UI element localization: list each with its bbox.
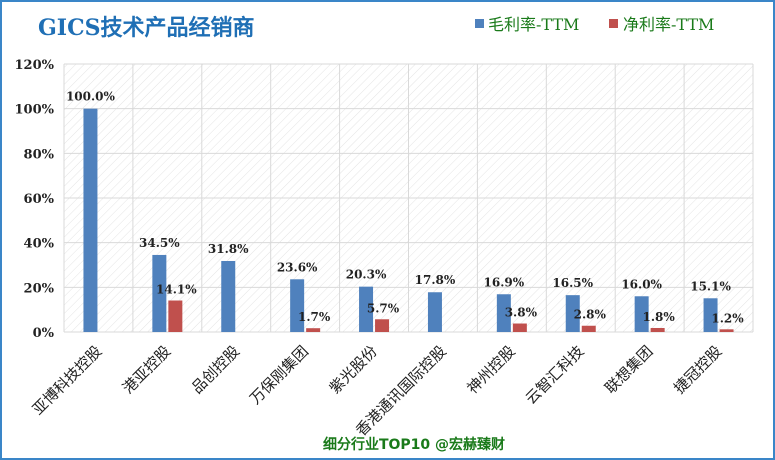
bar-net-margin bbox=[168, 300, 183, 332]
data-label-gross: 16.0% bbox=[621, 277, 662, 291]
data-label-gross: 100.0% bbox=[66, 90, 116, 104]
data-label-gross: 17.8% bbox=[415, 273, 456, 287]
data-label-net: 1.2% bbox=[711, 311, 744, 325]
data-label-net: 1.7% bbox=[298, 310, 331, 324]
y-tick-label: 100% bbox=[15, 103, 55, 118]
chart-title: GICS技术产品经销商 bbox=[38, 15, 254, 41]
y-tick-label: 40% bbox=[24, 237, 55, 252]
bar-net-margin bbox=[375, 319, 390, 332]
bar-gross-margin bbox=[152, 254, 167, 332]
y-axis-ticks: 0% 20% 40% 60% 80% 100% 120% bbox=[15, 58, 55, 341]
legend-swatch-gross bbox=[475, 19, 484, 28]
bar-gross-margin bbox=[83, 108, 98, 333]
y-tick-label: 80% bbox=[24, 147, 55, 162]
x-category-label: 神州控股 bbox=[464, 342, 519, 397]
data-label-gross: 16.9% bbox=[484, 275, 525, 289]
data-label-net: 1.8% bbox=[643, 310, 676, 324]
bar-gross-margin bbox=[359, 286, 374, 332]
bar-gross-margin bbox=[565, 295, 580, 332]
bars bbox=[83, 108, 734, 333]
bar-gross-margin bbox=[496, 294, 511, 332]
x-category-label: 港亚控股 bbox=[119, 342, 174, 397]
bar-gross-margin bbox=[290, 279, 305, 332]
x-category-label: 云智汇科技 bbox=[522, 342, 588, 408]
data-label-net: 5.7% bbox=[367, 301, 400, 315]
legend-label-net: 净利率-TTM bbox=[623, 15, 714, 34]
legend-label-gross: 毛利率-TTM bbox=[488, 15, 579, 34]
bar-net-margin bbox=[581, 325, 596, 332]
bar-net-margin bbox=[512, 323, 527, 332]
data-label-gross: 34.5% bbox=[139, 236, 180, 250]
legend: 毛利率-TTM 净利率-TTM bbox=[475, 15, 714, 34]
y-tick-label: 60% bbox=[24, 192, 55, 207]
bar-gross-margin bbox=[427, 292, 442, 332]
data-label-gross: 31.8% bbox=[208, 242, 249, 256]
bar-net-margin bbox=[306, 328, 321, 332]
data-label-gross: 16.5% bbox=[552, 276, 593, 290]
x-category-label: 联想集团 bbox=[601, 342, 656, 397]
y-tick-label: 0% bbox=[33, 326, 55, 341]
footer-credit: 细分行业TOP10 @宏赫臻财 bbox=[323, 436, 505, 453]
data-label-net: 3.8% bbox=[505, 306, 538, 320]
data-label-gross: 23.6% bbox=[277, 260, 318, 274]
bar-net-margin bbox=[650, 327, 665, 332]
y-tick-label: 120% bbox=[15, 58, 55, 73]
x-category-label: 紫光股份 bbox=[326, 342, 381, 397]
x-category-label: 品创控股 bbox=[188, 342, 243, 397]
data-labels: 100.0% 34.5% 14.1% 31.8% 23.6% 1.7% 20.3% 5.7% 1… bbox=[66, 90, 744, 326]
y-tick-label: 20% bbox=[24, 281, 55, 296]
x-category-label: 万保刚集团 bbox=[246, 342, 312, 408]
bar-gross-margin bbox=[703, 298, 718, 332]
data-label-net: 14.1% bbox=[156, 283, 197, 297]
bar-gross-margin bbox=[634, 296, 649, 332]
bar-gross-margin bbox=[221, 260, 236, 332]
data-label-net: 2.8% bbox=[574, 308, 607, 322]
x-category-label: 捷冠控股 bbox=[670, 342, 725, 397]
data-label-gross: 20.3% bbox=[346, 268, 387, 282]
legend-swatch-net bbox=[609, 19, 618, 28]
gridlines bbox=[63, 63, 754, 333]
data-label-gross: 15.1% bbox=[690, 279, 731, 293]
bar-net-margin bbox=[719, 329, 734, 332]
x-category-label: 亚博科技控股 bbox=[29, 342, 105, 418]
